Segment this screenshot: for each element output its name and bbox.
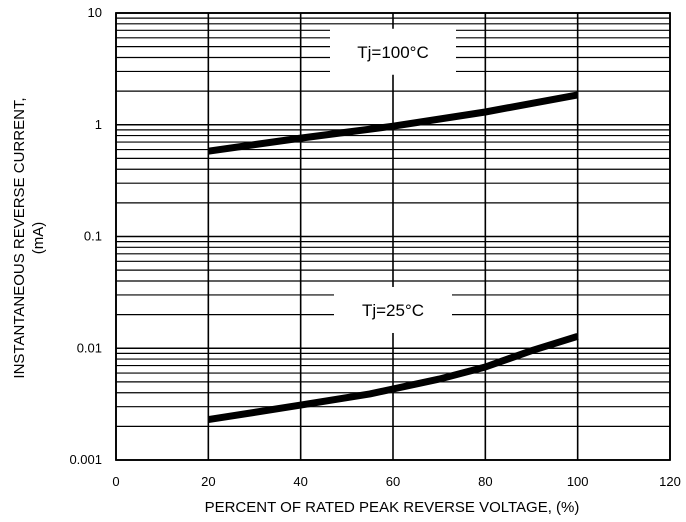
series-label-layer: Tj=100°C Tj=25°C — [330, 28, 456, 333]
x-tick-label: 120 — [659, 474, 681, 489]
y-tick-label: 10 — [88, 5, 102, 20]
series-label-text: Tj=100°C — [357, 43, 429, 62]
y-tick-label: 0.01 — [77, 340, 102, 355]
y-tick-label: 0.001 — [69, 452, 102, 467]
series-label-text: Tj=25°C — [362, 301, 424, 320]
x-tick-label: 20 — [201, 474, 215, 489]
x-tick-label: 60 — [386, 474, 400, 489]
x-axis-title: PERCENT OF RATED PEAK REVERSE VOLTAGE, (… — [205, 499, 580, 516]
series-label-1: Tj=25°C — [334, 286, 452, 333]
series-label-box — [330, 28, 456, 75]
series-label-box — [334, 286, 452, 333]
y-tick-label: 0.1 — [84, 229, 102, 244]
tick-label-layer: 0 20 40 60 80 100 120 0.001 0.01 0.1 1 10 — [69, 5, 680, 489]
x-tick-label: 80 — [478, 474, 492, 489]
x-tick-label: 100 — [567, 474, 589, 489]
x-tick-label: 0 — [112, 474, 119, 489]
x-tick-label: 40 — [293, 474, 307, 489]
grid-layer — [115, 12, 671, 461]
y-axis-title-line1: INSTANTANEOUS REVERSE CURRENT, — [11, 97, 28, 378]
y-tick-label: 1 — [95, 117, 102, 132]
series-line-0 — [207, 91, 579, 155]
plot-frame — [115, 12, 671, 461]
series-label-0: Tj=100°C — [330, 28, 456, 75]
series-line-1 — [207, 332, 579, 424]
y-axis-title-line2: (mA) — [30, 222, 47, 255]
series-layer — [207, 91, 579, 424]
